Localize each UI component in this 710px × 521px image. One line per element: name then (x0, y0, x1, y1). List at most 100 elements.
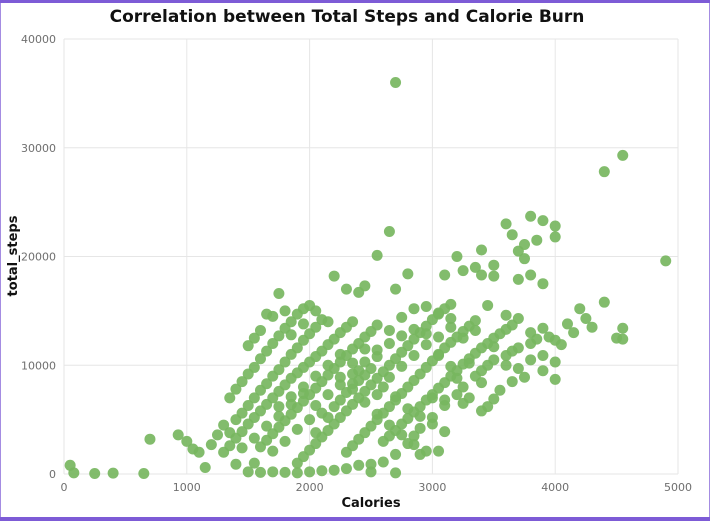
data-point (537, 349, 549, 361)
data-point (482, 299, 494, 311)
data-point (549, 373, 561, 385)
data-point (568, 327, 580, 339)
data-point (310, 399, 322, 411)
data-point (390, 467, 402, 479)
data-point (531, 234, 543, 246)
data-point (89, 467, 101, 479)
data-point (488, 270, 500, 282)
data-point (291, 423, 303, 435)
data-points (64, 77, 672, 479)
data-point (439, 269, 451, 281)
data-point (334, 379, 346, 391)
data-point (561, 318, 573, 330)
data-point (433, 445, 445, 457)
data-point (310, 321, 322, 333)
data-point (537, 215, 549, 227)
data-point (199, 461, 211, 473)
data-point (261, 420, 273, 432)
data-point (476, 269, 488, 281)
data-point (445, 312, 457, 324)
data-point (457, 265, 469, 277)
data-point (506, 229, 518, 241)
data-point (414, 448, 426, 460)
data-point (512, 342, 524, 354)
data-point (408, 439, 420, 451)
data-point (365, 458, 377, 470)
data-point (273, 364, 285, 376)
data-point (457, 332, 469, 344)
y-tick-label: 40000 (21, 33, 56, 46)
data-point (396, 360, 408, 372)
data-point (285, 329, 297, 341)
data-point (267, 338, 279, 349)
x-axis-title: Calories (341, 496, 400, 511)
data-point (347, 357, 359, 369)
data-point (205, 439, 217, 451)
data-point (383, 338, 395, 349)
data-point (279, 466, 291, 478)
y-tick-label: 20000 (21, 251, 56, 264)
data-point (525, 354, 537, 366)
data-point (218, 419, 230, 431)
data-point (248, 361, 260, 373)
x-tick-label: 4000 (541, 481, 569, 494)
data-point (377, 381, 389, 393)
data-point (359, 369, 371, 381)
data-point (445, 298, 457, 310)
data-point (396, 311, 408, 323)
data-point (476, 377, 488, 389)
data-point (414, 422, 426, 434)
data-point (248, 432, 260, 444)
data-point (383, 225, 395, 237)
data-point (555, 339, 567, 351)
data-point (291, 308, 303, 320)
data-point (273, 401, 285, 413)
y-tick-label: 0 (49, 468, 56, 481)
data-point (328, 464, 340, 476)
data-point (359, 280, 371, 292)
data-point (267, 466, 279, 478)
data-point (248, 332, 260, 344)
data-point (488, 341, 500, 353)
data-point (414, 410, 426, 422)
data-point (451, 251, 463, 262)
data-point (371, 344, 383, 356)
data-point (310, 305, 322, 317)
data-point (212, 429, 223, 441)
data-point (359, 343, 371, 355)
data-point (549, 356, 561, 368)
data-point (322, 359, 334, 371)
x-tick-label: 5000 (664, 481, 692, 494)
data-point (488, 393, 500, 405)
data-point (236, 407, 248, 419)
data-point (334, 348, 346, 360)
data-point (316, 465, 328, 477)
data-point (371, 319, 383, 331)
x-tick-label: 2000 (296, 481, 324, 494)
data-point (172, 429, 184, 441)
data-point (347, 316, 359, 328)
data-point (500, 309, 512, 321)
data-point (420, 328, 432, 340)
data-point (463, 357, 475, 369)
gridlines (63, 38, 679, 475)
data-point (549, 220, 561, 232)
data-point (519, 253, 530, 265)
data-point (340, 463, 352, 475)
y-tick-label: 10000 (21, 359, 56, 372)
data-point (426, 418, 438, 430)
data-point (586, 321, 598, 333)
data-point (310, 370, 322, 382)
data-point (371, 389, 383, 401)
data-point (359, 356, 371, 368)
data-point (512, 312, 524, 324)
data-point (439, 426, 451, 438)
data-point (617, 322, 629, 334)
data-point (445, 321, 457, 333)
data-point (297, 388, 309, 400)
data-point (525, 269, 537, 281)
data-point (193, 446, 205, 458)
data-point (242, 340, 254, 352)
data-point (107, 467, 119, 479)
